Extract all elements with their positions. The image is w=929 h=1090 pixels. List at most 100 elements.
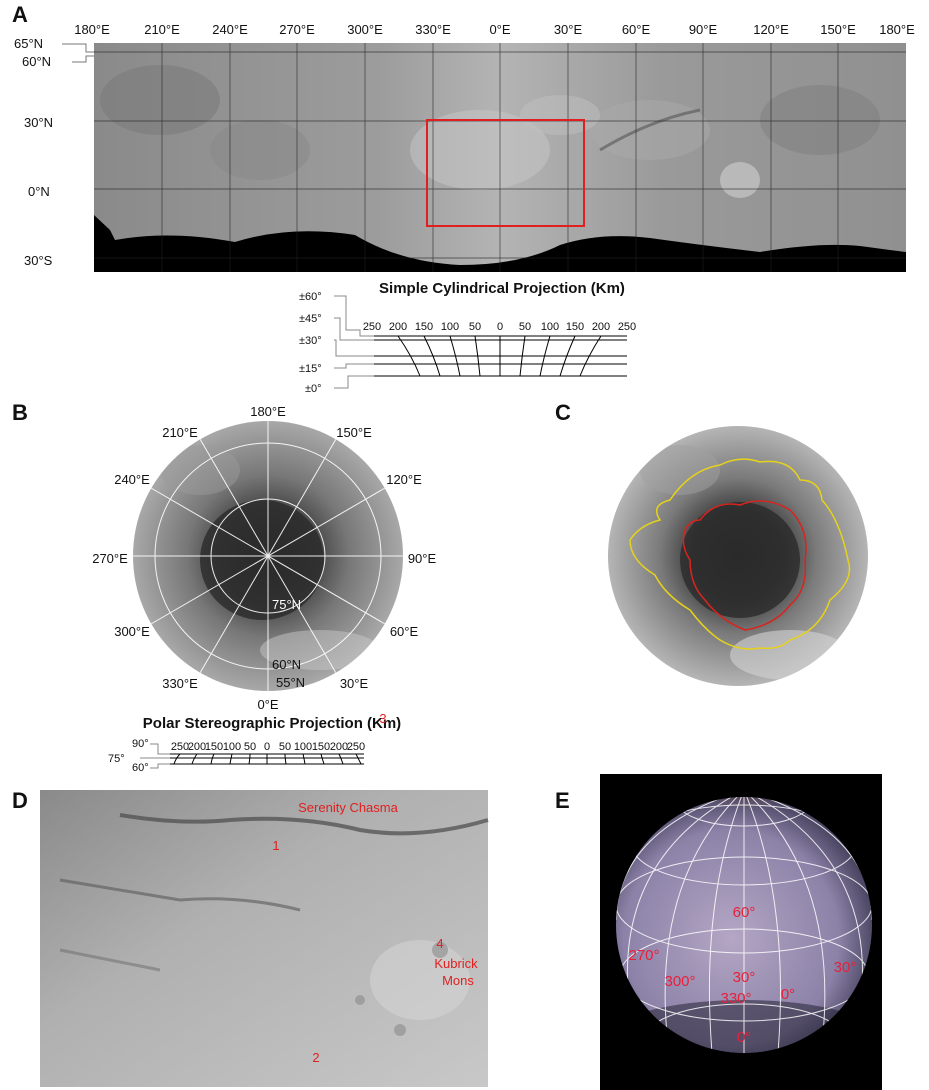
svg-text:100: 100 xyxy=(294,741,312,753)
svg-text:240°E: 240°E xyxy=(212,22,248,37)
svg-text:30°: 30° xyxy=(733,969,756,986)
b-scale-title: Polar Stereographic Projection (Km) xyxy=(143,715,401,732)
panel-e: E 60° 270° 300 xyxy=(555,774,882,1090)
polar-map-b: 75°N xyxy=(133,421,403,691)
svg-text:150: 150 xyxy=(566,321,584,333)
b-lat-labels: 60°N 55°N xyxy=(272,657,305,690)
feature-3-label: 3 xyxy=(379,711,386,726)
panel-b: B 75°N 180°E 150°E 120°E xyxy=(12,400,436,774)
svg-text:±15°: ±15° xyxy=(299,363,322,375)
a-scale-title: Simple Cylindrical Projection (Km) xyxy=(379,280,625,297)
svg-text:±30°: ±30° xyxy=(299,335,322,347)
svg-text:330°E: 330°E xyxy=(162,676,198,691)
svg-text:250: 250 xyxy=(347,741,365,753)
svg-text:30°E: 30°E xyxy=(554,22,583,37)
b-lat-75: 75°N xyxy=(272,597,301,612)
svg-text:±45°: ±45° xyxy=(299,313,322,325)
feature-4-label: 4 xyxy=(436,936,443,951)
svg-text:60°N: 60°N xyxy=(22,54,51,69)
svg-text:50: 50 xyxy=(469,321,481,333)
svg-text:30°S: 30°S xyxy=(24,253,53,268)
svg-text:±0°: ±0° xyxy=(305,383,322,395)
e-grid-labels: 60° 270° 300° 30° 330° 0° 30° 0° xyxy=(628,904,856,1046)
kubrick-label: Kubrick xyxy=(434,956,478,971)
panel-d: D Serenity Chasma 1 2 3 4 Kubrick Mons xyxy=(12,711,489,1087)
a-lon-labels: 180°E 210°E 240°E 270°E 300°E 330°E 0°E … xyxy=(74,22,915,37)
svg-text:0°N: 0°N xyxy=(28,184,50,199)
svg-text:150°E: 150°E xyxy=(820,22,856,37)
b-lon-labels: 180°E 150°E 120°E 90°E 60°E 30°E 0°E 330… xyxy=(92,404,436,712)
svg-text:150: 150 xyxy=(205,741,223,753)
a-scale-km-labels: 250 200 150 100 50 0 50 100 150 200 250 xyxy=(363,321,636,333)
cylindrical-map xyxy=(94,43,906,272)
region-highlight-box xyxy=(426,119,585,227)
svg-text:90°E: 90°E xyxy=(408,551,437,566)
svg-text:180°E: 180°E xyxy=(250,404,286,419)
panel-c: C xyxy=(555,400,868,686)
svg-text:300°E: 300°E xyxy=(114,624,150,639)
polar-map-c xyxy=(608,426,868,686)
svg-text:0°: 0° xyxy=(781,986,795,1003)
svg-text:90°E: 90°E xyxy=(689,22,718,37)
svg-text:60°N: 60°N xyxy=(272,657,301,672)
svg-text:30°: 30° xyxy=(834,959,857,976)
svg-text:200: 200 xyxy=(330,741,348,753)
svg-text:200: 200 xyxy=(188,741,206,753)
serenity-chasma-label: Serenity Chasma xyxy=(298,800,398,815)
svg-text:300°E: 300°E xyxy=(347,22,383,37)
svg-text:120°E: 120°E xyxy=(753,22,789,37)
svg-text:55°N: 55°N xyxy=(276,675,305,690)
svg-text:180°E: 180°E xyxy=(74,22,110,37)
svg-text:50: 50 xyxy=(519,321,531,333)
svg-text:75°: 75° xyxy=(108,753,125,765)
svg-text:65°N: 65°N xyxy=(14,36,43,51)
svg-text:330°E: 330°E xyxy=(415,22,451,37)
svg-text:50: 50 xyxy=(279,741,291,753)
feature-1-label: 1 xyxy=(272,838,279,853)
globe-e: 60° 270° 300° 30° 330° 0° 30° 0° xyxy=(600,774,882,1090)
svg-text:±60°: ±60° xyxy=(299,291,322,303)
svg-text:100: 100 xyxy=(441,321,459,333)
feature-2-label: 2 xyxy=(312,1050,319,1065)
red-boundary xyxy=(682,500,807,631)
svg-text:30°N: 30°N xyxy=(24,115,53,130)
a-scale: Simple Cylindrical Projection (Km) ±60° … xyxy=(299,280,636,395)
svg-text:150°E: 150°E xyxy=(336,425,372,440)
svg-text:100: 100 xyxy=(223,741,241,753)
yellow-boundary xyxy=(629,458,851,650)
mons-label: Mons xyxy=(442,973,474,988)
svg-text:90°: 90° xyxy=(132,738,149,750)
svg-text:150: 150 xyxy=(415,321,433,333)
svg-text:300°: 300° xyxy=(664,973,695,990)
svg-text:0°: 0° xyxy=(737,1029,751,1046)
svg-text:0°E: 0°E xyxy=(257,697,278,712)
svg-text:200: 200 xyxy=(389,321,407,333)
svg-text:200: 200 xyxy=(592,321,610,333)
svg-text:60°: 60° xyxy=(733,904,756,921)
svg-text:0°E: 0°E xyxy=(489,22,510,37)
closeup-map-d: Serenity Chasma 1 2 3 4 Kubrick Mons xyxy=(40,711,489,1087)
svg-text:270°E: 270°E xyxy=(279,22,315,37)
panel-d-letter: D xyxy=(12,788,28,813)
svg-text:180°E: 180°E xyxy=(879,22,915,37)
svg-text:270°E: 270°E xyxy=(92,551,128,566)
panel-b-letter: B xyxy=(12,400,28,425)
svg-text:330°: 330° xyxy=(720,990,751,1007)
a-lat-labels: 65°N 60°N 30°N 0°N 30°S xyxy=(14,36,94,268)
svg-text:60°: 60° xyxy=(132,762,149,774)
panel-e-letter: E xyxy=(555,788,570,813)
svg-text:60°E: 60°E xyxy=(622,22,651,37)
svg-text:250: 250 xyxy=(363,321,381,333)
svg-text:0: 0 xyxy=(264,741,270,753)
svg-text:100: 100 xyxy=(541,321,559,333)
svg-text:150: 150 xyxy=(312,741,330,753)
svg-text:210°E: 210°E xyxy=(144,22,180,37)
svg-text:50: 50 xyxy=(244,741,256,753)
panel-a-letter: A xyxy=(12,2,28,27)
svg-text:0: 0 xyxy=(497,321,503,333)
svg-text:240°E: 240°E xyxy=(114,472,150,487)
svg-text:270°: 270° xyxy=(628,947,659,964)
svg-text:250: 250 xyxy=(618,321,636,333)
svg-text:210°E: 210°E xyxy=(162,425,198,440)
svg-text:250: 250 xyxy=(171,741,189,753)
